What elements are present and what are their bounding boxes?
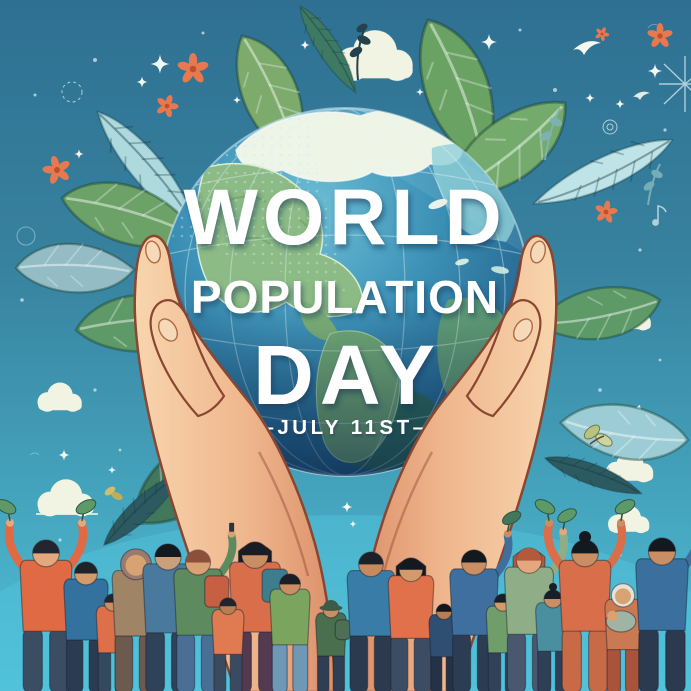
- globe-halftone: [172, 110, 345, 292]
- speckle-dot: [118, 448, 122, 452]
- speckle-dot: [58, 538, 62, 542]
- speckle-dot: [598, 388, 602, 392]
- person: [534, 499, 636, 691]
- person: [173, 522, 237, 691]
- speckle-dot: [638, 248, 642, 252]
- sketch-dashes: [29, 23, 658, 456]
- speckle-dot: [93, 58, 97, 62]
- speckle-dot: [33, 93, 37, 97]
- speckle-dot: [553, 88, 557, 92]
- music-note-icon: [652, 205, 667, 226]
- islands: [428, 198, 509, 274]
- person: [269, 573, 311, 691]
- palm-crease: [381, 261, 522, 577]
- fingernail: [145, 240, 161, 264]
- fingernail: [530, 240, 546, 264]
- person: [635, 537, 691, 691]
- speckle-dot: [518, 28, 522, 32]
- butterfly-icon: [104, 486, 123, 500]
- butterflies: [104, 424, 613, 500]
- bird-icon: [573, 41, 601, 55]
- sketch-doodles: [16, 23, 691, 456]
- thumbnail: [513, 318, 533, 342]
- dashed-ring-doodle: [61, 81, 83, 103]
- palm-crease: [169, 261, 310, 577]
- speckle-dot: [658, 358, 662, 362]
- ring-doodle: [16, 226, 36, 246]
- thumbnail: [158, 318, 178, 342]
- plant-sprigs: [349, 23, 663, 206]
- bird-icon: [633, 91, 650, 100]
- title-line-day: DAY: [253, 328, 441, 422]
- speckle-dot: [663, 128, 667, 132]
- speckle-dot: [93, 388, 97, 392]
- person: [211, 597, 245, 691]
- title-line-population: POPULATION: [191, 271, 499, 323]
- person: [604, 583, 642, 691]
- person: [0, 499, 97, 691]
- spiral-doodle: [602, 119, 618, 135]
- butterfly-icon: [583, 424, 613, 447]
- poster-title: WORLD POPULATION DAY: [183, 172, 506, 422]
- speckle-dot: [20, 298, 24, 302]
- speckle-dot: [201, 31, 205, 35]
- title-line-world: WORLD: [183, 172, 506, 261]
- crowd-of-people: [0, 499, 691, 691]
- starburst-doodle: [659, 56, 691, 112]
- date-label: –JULY 11ST–: [262, 416, 427, 439]
- person: [315, 599, 352, 691]
